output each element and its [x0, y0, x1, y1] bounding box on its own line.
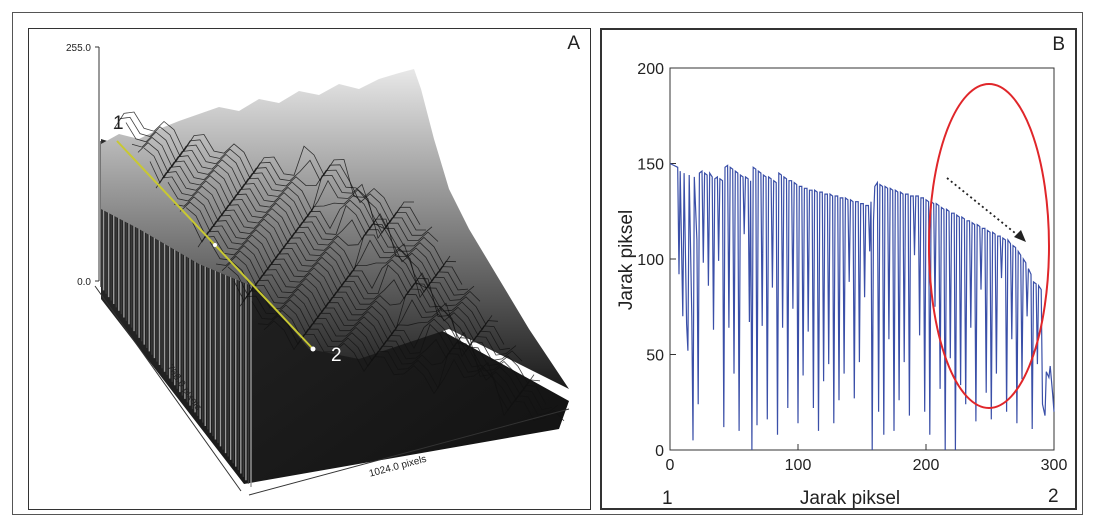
profile-midpoint [213, 243, 217, 247]
z-max-label: 255.0 [66, 43, 91, 54]
contour-line [149, 161, 451, 272]
line-chart-svg: 0 50 100 150 200 0 100 200 300 Jarak piksel Jar… [616, 61, 1068, 508]
point-2-label: 2 [331, 345, 342, 366]
surface-contour-lines [113, 111, 565, 422]
contour-line [263, 320, 565, 422]
point-1-label: 1 [113, 113, 124, 134]
panel-a-label: A [567, 33, 580, 54]
contour-line [161, 176, 463, 285]
y-tick-label: 100 [637, 252, 664, 269]
contour-line [203, 236, 505, 345]
trend-arrow-shaft [946, 177, 1021, 238]
contour-line [227, 266, 529, 384]
plot-area [669, 67, 1055, 451]
contour-line [179, 201, 481, 302]
contour-line [119, 116, 421, 225]
surface-plot-svg: 255.0 0.0 1 2 768.0 pixels 1024.0 pixels [66, 43, 570, 496]
y-tick-label: 150 [637, 157, 664, 174]
profile-end-dot [310, 346, 316, 352]
x-extent-axis [248, 408, 570, 496]
highlight-ellipse [928, 83, 1050, 409]
y-axis-label: Jarak piksel [616, 210, 637, 310]
figure-frame [12, 12, 1083, 515]
panel-b-label: B [1052, 34, 1065, 55]
x-tick-label: 200 [913, 457, 940, 474]
y-tick-label: 50 [646, 348, 664, 365]
x-tick-group: 0 100 200 300 [666, 444, 1068, 474]
panel-a-surface-plot: A 255.0 0.0 1 2 [28, 28, 591, 510]
x-tick-label: 300 [1041, 457, 1068, 474]
contour-line [245, 295, 547, 405]
contour-line [209, 241, 511, 351]
end-marker-label: 2 [1048, 486, 1059, 507]
start-marker-label: 1 [662, 488, 673, 508]
panel-b-line-chart: B 0 50 100 150 200 0 100 200 300 Jarak piksel J… [600, 28, 1077, 510]
contour-line [167, 181, 469, 291]
y-extent-axis [94, 285, 242, 492]
y-tick-label: 0 [655, 443, 664, 460]
y-tick-label: 200 [637, 61, 664, 78]
contour-line [221, 261, 523, 362]
profile-series-line [669, 162, 1055, 451]
y-tick-group: 0 50 100 150 200 [637, 61, 676, 460]
surface-terrain [101, 69, 569, 389]
trend-arrow-head [1014, 230, 1026, 242]
x-tick-label: 0 [666, 457, 675, 474]
contour-line [185, 207, 487, 325]
x-tick-label: 100 [785, 457, 812, 474]
contour-line [137, 142, 439, 242]
z-min-label: 0.0 [77, 277, 91, 288]
contour-line [143, 147, 445, 266]
x-axis-label: Jarak piksel [800, 488, 900, 508]
